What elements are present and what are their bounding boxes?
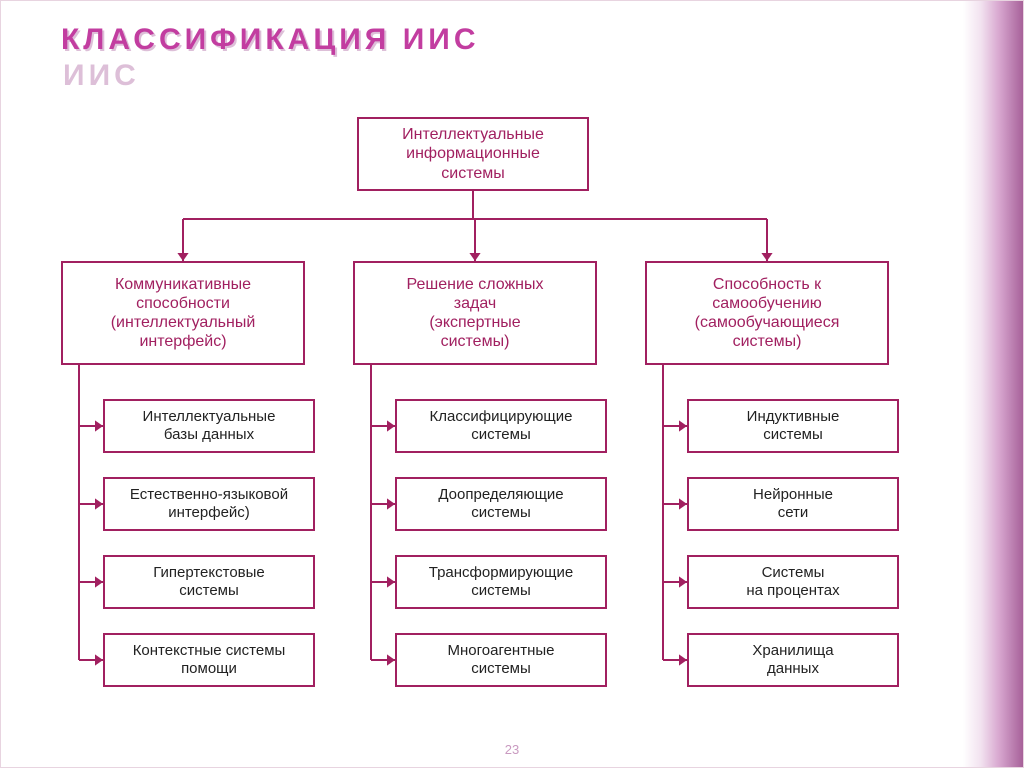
root-node: Интеллектуальныеинформационныесистемы [357, 117, 589, 191]
child-node: Доопределяющиесистемы [395, 477, 607, 531]
title-text: КЛАССИФИКАЦИЯ ИИС [61, 23, 479, 56]
child-node-label: Классифицирующиесистемы [430, 408, 573, 444]
child-node-label: Гипертекстовыесистемы [153, 564, 265, 600]
category-node-label: Решение сложныхзадач(экспертныесистемы) [407, 275, 544, 352]
child-node: Хранилищаданных [687, 633, 899, 687]
child-node-label: Естественно-языковойинтерфейс) [130, 486, 288, 522]
child-node: Интеллектуальныебазы данных [103, 399, 315, 453]
child-node: Индуктивныесистемы [687, 399, 899, 453]
side-gradient [963, 1, 1023, 767]
child-node-label: Интеллектуальныебазы данных [143, 408, 276, 444]
child-node-label: Нейронныесети [753, 486, 833, 522]
slide-frame: КЛАССИФИКАЦИЯ ИИС КЛАССИФИКАЦИЯ ИИС Инте… [0, 0, 1024, 768]
child-node-label: Системына процентах [746, 564, 839, 600]
root-node-label: Интеллектуальныеинформационныесистемы [402, 125, 544, 183]
page-number: 23 [505, 742, 519, 757]
child-node-label: Многоагентныесистемы [448, 642, 555, 678]
child-node-label: Трансформирующиесистемы [429, 564, 574, 600]
child-node: Классифицирующиесистемы [395, 399, 607, 453]
child-node: Нейронныесети [687, 477, 899, 531]
child-node: Многоагентныесистемы [395, 633, 607, 687]
child-node: Естественно-языковойинтерфейс) [103, 477, 315, 531]
child-node: Трансформирующиесистемы [395, 555, 607, 609]
child-node: Гипертекстовыесистемы [103, 555, 315, 609]
child-node: Контекстные системыпомощи [103, 633, 315, 687]
child-node-label: Хранилищаданных [752, 642, 833, 678]
category-node-label: Коммуникативныеспособности(интеллектуаль… [111, 275, 256, 352]
child-node-label: Доопределяющиесистемы [438, 486, 563, 522]
slide-title: КЛАССИФИКАЦИЯ ИИС КЛАССИФИКАЦИЯ ИИС [61, 23, 479, 57]
category-node-label: Способность ксамообучению(самообучающиес… [695, 275, 840, 352]
category-node: Способность ксамообучению(самообучающиес… [645, 261, 889, 365]
child-node-label: Контекстные системыпомощи [133, 642, 286, 678]
child-node-label: Индуктивныесистемы [747, 408, 840, 444]
category-node: Решение сложныхзадач(экспертныесистемы) [353, 261, 597, 365]
child-node: Системына процентах [687, 555, 899, 609]
category-node: Коммуникативныеспособности(интеллектуаль… [61, 261, 305, 365]
